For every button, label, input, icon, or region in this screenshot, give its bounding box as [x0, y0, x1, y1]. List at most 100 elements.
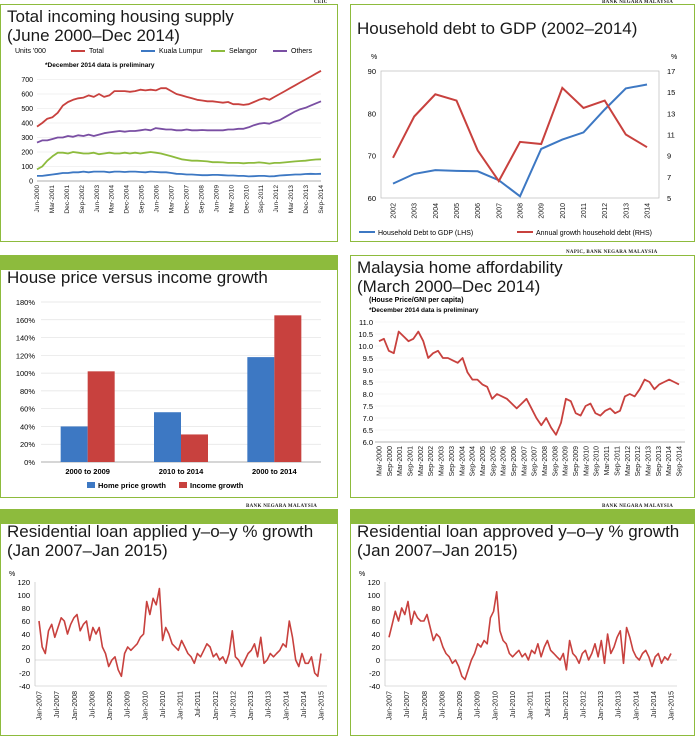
x-tick-label: Jan-2012	[563, 691, 570, 720]
y-tick-label: 500	[21, 106, 33, 113]
series-line-selangor	[36, 151, 322, 171]
loan-approved-chart: % -40 -20 0 20 40 60 80 100 120 Jan-2007 Jul-2007 Ja…	[359, 571, 677, 720]
panel-title: Residential loan approved y–o–y % growth…	[357, 522, 680, 560]
y-tick-label: 700	[21, 77, 33, 84]
y-tick-label: 600	[21, 92, 33, 99]
x-tick-label: Sep-2004	[470, 446, 477, 476]
x-tick-label: Mar-2008	[542, 446, 549, 476]
y-tick-label: 20	[372, 643, 380, 652]
x-tick-label: Mar-2001	[49, 185, 56, 214]
bar-home-price-growth	[60, 426, 88, 462]
x-tick-label: Jun-2000	[34, 185, 41, 213]
panel-loan-approved: Residential loan approved y–o–y % growth…	[350, 509, 695, 736]
panel-title: House price versus income growth	[7, 268, 268, 287]
household-debt-chart: % % 60 70 80 90 5 7 9 11 13 15 17 2002 2003 2004 2005 200…	[359, 54, 677, 237]
panel-title: Residential loan applied y–o–y % growth(…	[7, 522, 314, 560]
panel-household-debt: Household debt to GDP (2002–2014) %% 60 70…	[350, 4, 695, 242]
x-tick-label: Jul-2010	[160, 691, 167, 718]
x-tick-label: Jan-2007	[37, 691, 44, 720]
y-tick-label: 60	[22, 617, 30, 626]
preliminary-note: *December 2014 data is preliminary	[369, 307, 479, 314]
legend-label-0: Total	[89, 48, 104, 55]
x-tick-label: Jan-2014	[283, 691, 290, 720]
loan-applied-chart: % -40 -20 0 20 40 60 80 100 120 Jan-2007 Jul-2007 Ja…	[9, 571, 327, 720]
panel-loan-applied: Residential loan applied y–o–y % growth(…	[0, 509, 338, 736]
y-tick-label: 180%	[16, 298, 36, 307]
x-tick-label: Sep-2010	[594, 446, 601, 476]
x-tick-label: Jul-2013	[266, 691, 273, 718]
x-tick-label: Sep-2003	[449, 446, 456, 476]
x-tick-label: Mar-2003	[439, 446, 446, 476]
house-price-income-chart: 0% 20% 40% 60% 80% 100% 120% 140% 160% 180% 2000 t…	[16, 298, 321, 490]
x-tick-label: Jul-2008	[89, 691, 96, 718]
title-band	[1, 510, 337, 524]
y-tick-label: 120	[17, 578, 30, 587]
series-line-applied	[38, 587, 322, 678]
x-category-label: 2000 to 2014	[252, 467, 297, 476]
series-line-1	[392, 86, 648, 184]
panel-home-affordability: Malaysia home affordability (March 2000–D…	[350, 255, 695, 498]
x-tick-label: Sep-2013	[656, 446, 663, 476]
unit-label: %	[359, 571, 365, 578]
x-tick-label: Jan-2010	[142, 691, 149, 720]
x-tick-label: Jul-2009	[475, 691, 482, 718]
x-tick-label: Mar-2007	[169, 185, 176, 214]
unit-label: %	[9, 571, 15, 578]
y-tick-label: 0%	[24, 458, 35, 467]
x-tick-label: Jan-2011	[178, 691, 185, 720]
x-tick-label: Jan-2011	[528, 691, 535, 720]
x-tick-label: Sep-2006	[511, 446, 518, 476]
x-tick-label: Sep-2005	[139, 185, 146, 214]
x-tick-label: Jul-2008	[439, 691, 446, 718]
plot-frame	[380, 70, 660, 199]
x-tick-label: Sep-2009	[573, 446, 580, 476]
title-band	[351, 510, 694, 524]
source-bnm: BANK NEGARA MALAYSIA	[602, 0, 674, 5]
y-tick-label: 80	[22, 604, 30, 613]
source-bnm-applied: BANK NEGARA MALAYSIA	[246, 504, 318, 509]
bar-home-price-growth	[247, 357, 275, 462]
legend-label-1: Annual growth household debt (RHS)	[536, 230, 652, 237]
y-tick-label: 6.5	[363, 426, 373, 435]
x-tick-label: Mar-2010	[228, 185, 235, 214]
x-tick-label: Sep-2005	[490, 446, 497, 476]
x-tick-label: 2004	[433, 203, 440, 219]
y-tick-label: 40	[22, 630, 30, 639]
x-tick-label: 2011	[581, 203, 588, 218]
legend-label-2: Selangor	[229, 48, 258, 55]
right-unit-label: %	[671, 54, 677, 61]
x-tick-label: Jan-2013	[248, 691, 255, 720]
x-tick-label: Jun-2003	[94, 185, 101, 213]
panel-title: Household debt to GDP (2002–2014)	[357, 19, 638, 38]
legend-label-0: Household Debt to GDP (LHS)	[378, 230, 473, 237]
y-tick-label: 40	[372, 630, 380, 639]
x-tick-label: Jul-2007	[404, 691, 411, 718]
x-tick-label: Mar-2000	[377, 446, 384, 476]
y-tick-label: 20%	[20, 440, 35, 449]
y-tick-label: 100%	[16, 369, 36, 378]
legend-label-0: Home price growth	[98, 481, 166, 490]
y-tick-label: 120%	[16, 351, 36, 360]
panel-housing-supply: Total incoming housing supply (June 2000–…	[0, 4, 338, 242]
x-tick-label: Jul-2007	[54, 691, 61, 718]
y-left-tick-label: 70	[368, 152, 376, 161]
x-tick-label: Jul-2012	[230, 691, 237, 718]
x-tick-label: Mar-2010	[583, 446, 590, 476]
title-band	[1, 256, 337, 270]
panel-title: Malaysia home affordability (March 2000–D…	[357, 258, 563, 296]
y-tick-label: 120	[367, 578, 380, 587]
source-napic-bnm: NAPIC, BANK NEGARA MALAYSIA	[566, 250, 658, 255]
x-tick-label: 2013	[623, 203, 630, 219]
x-tick-label: Jan-2013	[598, 691, 605, 720]
y-tick-label: -40	[369, 682, 380, 691]
y-tick-label: 160%	[16, 316, 36, 325]
y-tick-label: 60	[372, 617, 380, 626]
x-tick-label: Mar-2014	[666, 446, 673, 476]
x-tick-label: Sep-2007	[532, 446, 539, 476]
y-tick-label: 100	[367, 591, 380, 600]
x-tick-label: Jan-2008	[422, 691, 429, 720]
x-tick-label: Dec-2004	[124, 185, 131, 214]
x-tick-label: Jun-2012	[273, 185, 280, 213]
x-tick-label: Mar-2004	[109, 185, 116, 214]
x-tick-label: Jul-2011	[545, 691, 552, 717]
